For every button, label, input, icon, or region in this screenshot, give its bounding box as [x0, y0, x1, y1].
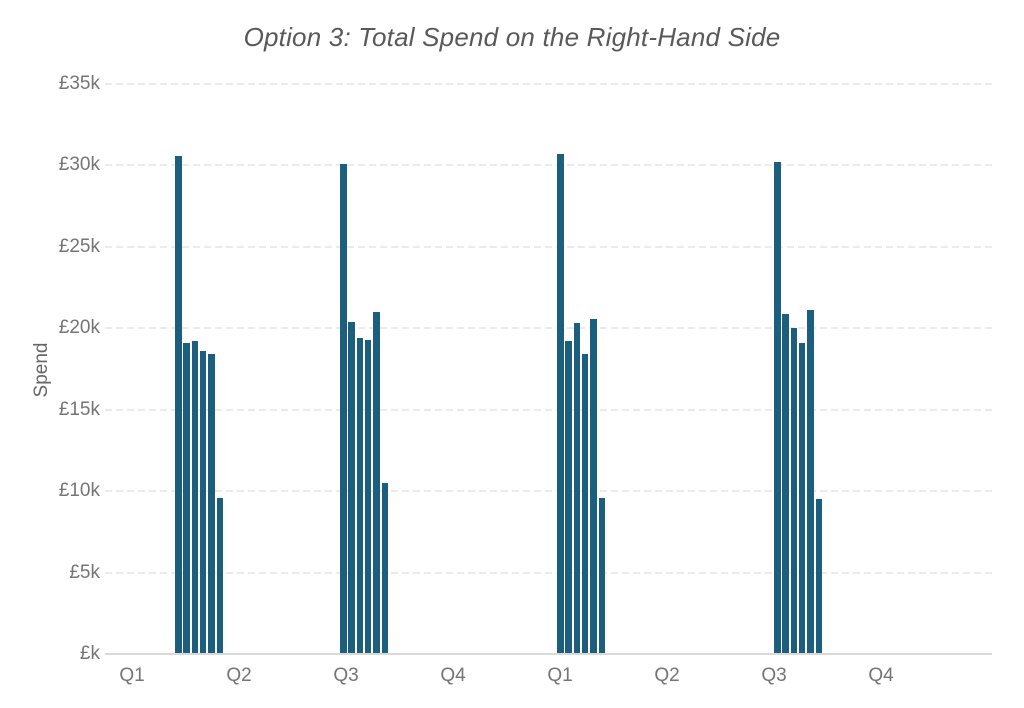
bar[interactable] [199, 351, 207, 653]
bar[interactable] [581, 354, 589, 653]
y-tick-label: £k [79, 643, 100, 664]
x-tick-label: Q4 [440, 665, 466, 686]
gridline [105, 408, 992, 411]
bar[interactable] [790, 328, 798, 653]
bar[interactable] [565, 341, 572, 653]
bar[interactable] [208, 354, 215, 653]
bar[interactable] [782, 313, 789, 653]
bar[interactable] [573, 323, 581, 653]
bar[interactable] [381, 482, 389, 653]
gridline [105, 82, 992, 85]
y-tick-label: £10k [58, 480, 100, 502]
bar[interactable] [191, 341, 199, 653]
y-tick-label: £25k [58, 235, 100, 257]
bar[interactable] [348, 321, 355, 653]
bar[interactable] [340, 163, 347, 653]
bar[interactable] [364, 339, 372, 653]
y-tick-label: £5k [69, 561, 100, 583]
bar[interactable] [798, 342, 806, 653]
chart-title: Option 3: Total Spend on the Right-Hand … [243, 22, 781, 52]
x-axis-line [105, 653, 992, 655]
bar[interactable] [807, 310, 814, 653]
bar[interactable] [216, 497, 224, 653]
y-tick-label: £35k [58, 72, 100, 94]
bar[interactable] [774, 162, 781, 653]
x-tick-label: Q2 [226, 665, 252, 686]
gridline [105, 327, 992, 330]
x-tick-label: Q4 [868, 665, 894, 686]
y-tick-label: £20k [58, 317, 100, 339]
bar[interactable] [590, 318, 597, 653]
x-tick-label: Q3 [333, 665, 359, 686]
y-tick-label: £15k [58, 398, 100, 420]
x-tick-label: Q3 [761, 665, 787, 686]
gridline [105, 245, 992, 248]
y-tick-label: £30k [58, 154, 100, 176]
bar[interactable] [183, 342, 190, 653]
gridline [105, 571, 992, 574]
x-tick-label: Q1 [547, 665, 573, 686]
bar[interactable] [815, 499, 823, 653]
gridline [105, 164, 992, 167]
bar[interactable] [356, 338, 364, 653]
x-tick-label: Q2 [654, 665, 680, 686]
bar[interactable] [598, 497, 606, 653]
gridline [105, 490, 992, 493]
bar[interactable] [175, 155, 182, 653]
x-tick-label: Q1 [119, 665, 145, 686]
bar[interactable] [557, 154, 564, 653]
bar[interactable] [373, 311, 380, 653]
